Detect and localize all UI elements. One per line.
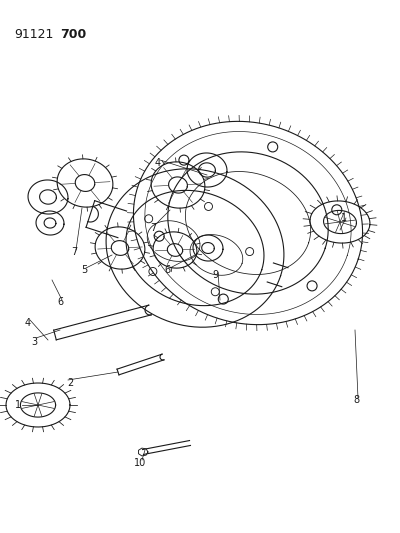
Text: 2: 2 — [67, 378, 73, 388]
Text: 4: 4 — [155, 158, 161, 168]
Text: 1: 1 — [15, 400, 21, 410]
Text: 9: 9 — [212, 270, 218, 280]
Text: 6: 6 — [164, 265, 170, 275]
Text: 10: 10 — [134, 458, 146, 468]
Text: 4: 4 — [25, 318, 31, 328]
Text: 5: 5 — [81, 265, 87, 275]
Text: 3: 3 — [31, 337, 37, 347]
Text: 6: 6 — [57, 297, 63, 307]
Text: 7: 7 — [71, 247, 77, 257]
Text: 700: 700 — [60, 28, 86, 41]
Text: 1: 1 — [341, 213, 347, 223]
Text: 91121: 91121 — [14, 28, 53, 41]
Text: 8: 8 — [353, 395, 359, 405]
Text: 7: 7 — [150, 223, 156, 233]
